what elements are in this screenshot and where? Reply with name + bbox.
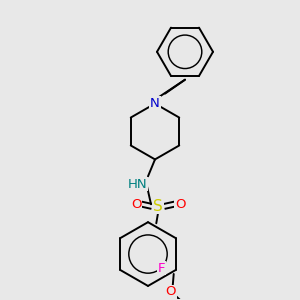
Text: S: S	[153, 199, 163, 214]
Text: F: F	[158, 262, 166, 275]
Text: O: O	[166, 285, 176, 298]
Text: O: O	[131, 198, 141, 211]
Text: O: O	[175, 198, 185, 211]
Text: N: N	[150, 97, 160, 110]
Text: HN: HN	[128, 178, 148, 191]
